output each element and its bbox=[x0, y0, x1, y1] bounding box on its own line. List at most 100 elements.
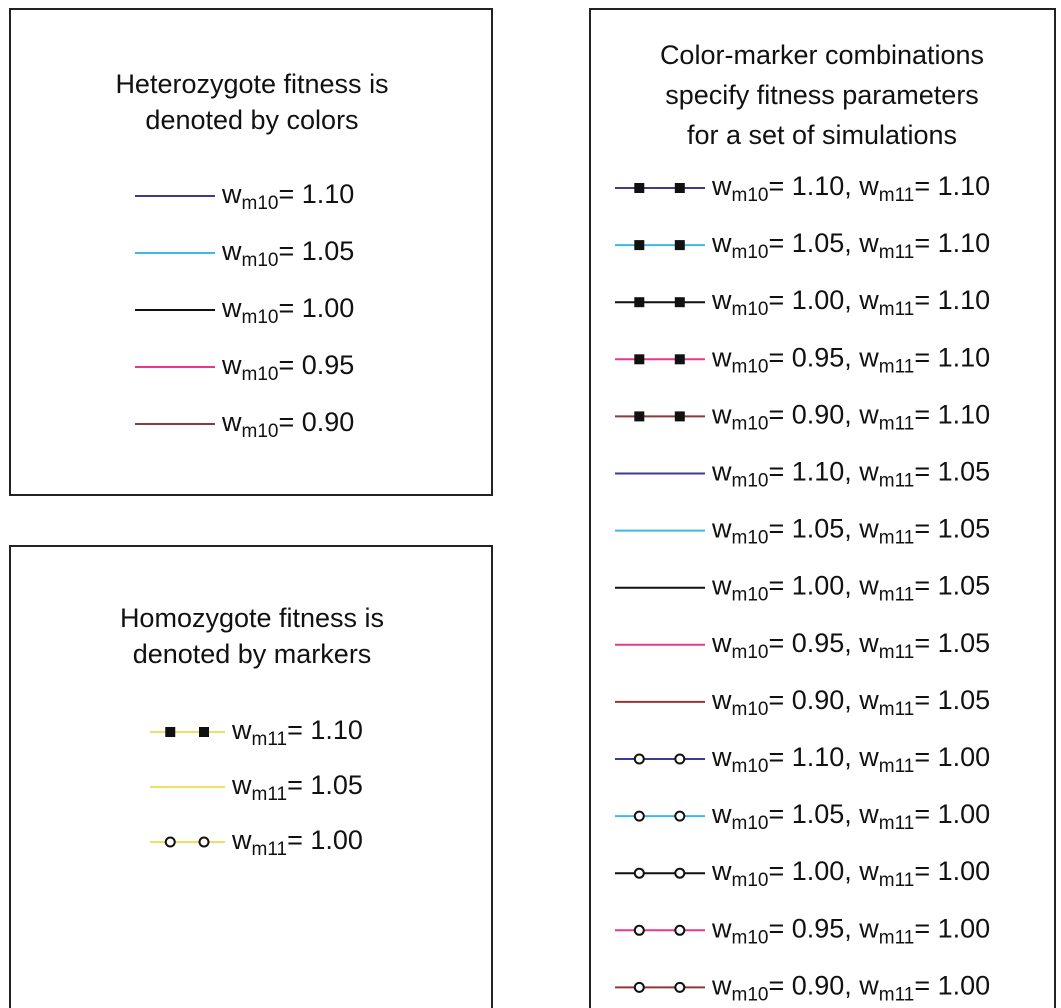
label-text: = 1.05 bbox=[914, 457, 990, 487]
subscript: m11 bbox=[879, 242, 915, 263]
label-text: w bbox=[711, 799, 732, 829]
label-text: = 1.10 bbox=[914, 228, 990, 258]
square-marker bbox=[674, 240, 685, 251]
subscript: m10 bbox=[732, 528, 769, 549]
circle-marker bbox=[674, 867, 686, 879]
label-text: w bbox=[221, 293, 242, 323]
circle-marker bbox=[198, 836, 210, 848]
label-text: w bbox=[711, 856, 732, 886]
label-text: = 1.05, w bbox=[768, 228, 879, 258]
label-text: = 0.95, w bbox=[768, 913, 879, 943]
square-marker bbox=[634, 183, 645, 193]
label-text: = 1.00 bbox=[287, 825, 363, 855]
label-text: = 1.10, w bbox=[768, 171, 879, 201]
label-text: = 1.10, w bbox=[768, 742, 879, 772]
circle-marker bbox=[674, 981, 686, 993]
subscript: m11 bbox=[879, 185, 915, 206]
label-text: = 1.00, w bbox=[768, 856, 879, 886]
subscript: m10 bbox=[242, 193, 279, 214]
label-text: w bbox=[711, 514, 732, 544]
label-text: = 1.00 bbox=[278, 293, 354, 323]
label-text: = 1.10 bbox=[278, 179, 354, 209]
label-text: w bbox=[711, 685, 732, 715]
subscript: m11 bbox=[879, 642, 915, 663]
subscript: m10 bbox=[732, 870, 769, 891]
label-text: = 1.00, w bbox=[768, 285, 879, 315]
subscript: m11 bbox=[252, 729, 288, 750]
subscript: m10 bbox=[242, 364, 279, 385]
panel-title: Homozygote fitness is bbox=[120, 603, 384, 633]
label-text: w bbox=[231, 715, 252, 745]
legend-label: wm10= 0.90, wm11= 1.05 bbox=[711, 685, 990, 720]
legend-label: wm10= 0.90, wm11= 1.10 bbox=[711, 400, 990, 435]
label-text: = 0.95, w bbox=[768, 342, 879, 372]
label-text: = 1.05, w bbox=[768, 514, 879, 544]
square-marker bbox=[674, 183, 685, 193]
subscript: m10 bbox=[732, 813, 769, 834]
panel-title: Color-marker combinations bbox=[660, 40, 984, 70]
label-text: w bbox=[711, 457, 732, 487]
label-text: w bbox=[711, 913, 732, 943]
legend-label: wm10= 0.90, wm11= 1.00 bbox=[711, 971, 990, 1006]
label-text: = 1.10 bbox=[914, 342, 990, 372]
label-text: w bbox=[221, 407, 242, 437]
label-text: = 1.10 bbox=[914, 400, 990, 430]
label-text: = 0.90 bbox=[278, 407, 354, 437]
label-text: = 0.95, w bbox=[768, 628, 879, 658]
legend-label: wm10= 1.10, wm11= 1.00 bbox=[711, 742, 990, 777]
legend-label: wm10= 0.95, wm11= 1.05 bbox=[711, 628, 990, 663]
label-text: w bbox=[711, 971, 732, 1001]
subscript: m11 bbox=[252, 839, 288, 860]
label-text: w bbox=[711, 342, 732, 372]
label-text: w bbox=[231, 770, 252, 800]
circle-marker bbox=[164, 836, 176, 848]
label-text: = 1.10 bbox=[914, 285, 990, 315]
circle-marker bbox=[633, 753, 645, 765]
label-text: w bbox=[221, 236, 242, 266]
legend-label: wm11= 1.10 bbox=[231, 715, 363, 750]
legend-label: wm10= 1.05, wm11= 1.10 bbox=[711, 228, 990, 263]
panel-box bbox=[9, 8, 493, 496]
label-text: w bbox=[711, 400, 732, 430]
square-marker bbox=[674, 411, 685, 422]
legend-label: wm10= 0.90 bbox=[221, 407, 354, 442]
label-text: = 1.10 bbox=[914, 171, 990, 201]
subscript: m10 bbox=[242, 250, 279, 271]
legend-label: wm10= 1.10 bbox=[221, 179, 354, 214]
legend-label: wm10= 1.05 bbox=[221, 236, 354, 271]
label-text: w bbox=[221, 350, 242, 380]
label-text: = 0.90, w bbox=[768, 685, 879, 715]
square-marker bbox=[634, 411, 645, 422]
subscript: m10 bbox=[732, 299, 769, 320]
label-text: = 0.95 bbox=[278, 350, 354, 380]
subscript: m10 bbox=[732, 699, 769, 720]
subscript: m10 bbox=[242, 421, 279, 442]
subscript: m10 bbox=[732, 471, 769, 492]
legend-label: wm10= 1.05, wm11= 1.00 bbox=[711, 799, 990, 834]
square-marker bbox=[674, 297, 685, 308]
subscript: m11 bbox=[879, 984, 915, 1005]
subscript: m11 bbox=[879, 927, 915, 948]
legend-label: wm10= 0.95, wm11= 1.10 bbox=[711, 342, 990, 377]
panel-title: for a set of simulations bbox=[687, 120, 957, 150]
subscript: m10 bbox=[732, 984, 769, 1005]
label-text: = 1.00 bbox=[914, 799, 990, 829]
legend-label: wm10= 1.10, wm11= 1.10 bbox=[711, 171, 990, 206]
square-marker bbox=[634, 240, 645, 251]
label-text: = 1.00 bbox=[914, 856, 990, 886]
label-text: w bbox=[711, 171, 732, 201]
legend-label: wm10= 1.00 bbox=[221, 293, 354, 328]
legend-label: wm10= 1.05, wm11= 1.05 bbox=[711, 514, 990, 549]
panel-title: denoted by colors bbox=[145, 105, 358, 135]
subscript: m11 bbox=[879, 413, 915, 434]
label-text: w bbox=[711, 285, 732, 315]
legend-label: wm10= 1.10, wm11= 1.05 bbox=[711, 457, 990, 492]
label-text: w bbox=[711, 628, 732, 658]
subscript: m11 bbox=[879, 585, 915, 606]
label-text: = 1.05 bbox=[278, 236, 354, 266]
subscript: m10 bbox=[732, 756, 769, 777]
subscript: m11 bbox=[879, 813, 915, 834]
label-text: = 1.10 bbox=[287, 715, 363, 745]
legend-label: wm10= 1.00, wm11= 1.10 bbox=[711, 285, 990, 320]
circle-marker bbox=[633, 924, 645, 936]
